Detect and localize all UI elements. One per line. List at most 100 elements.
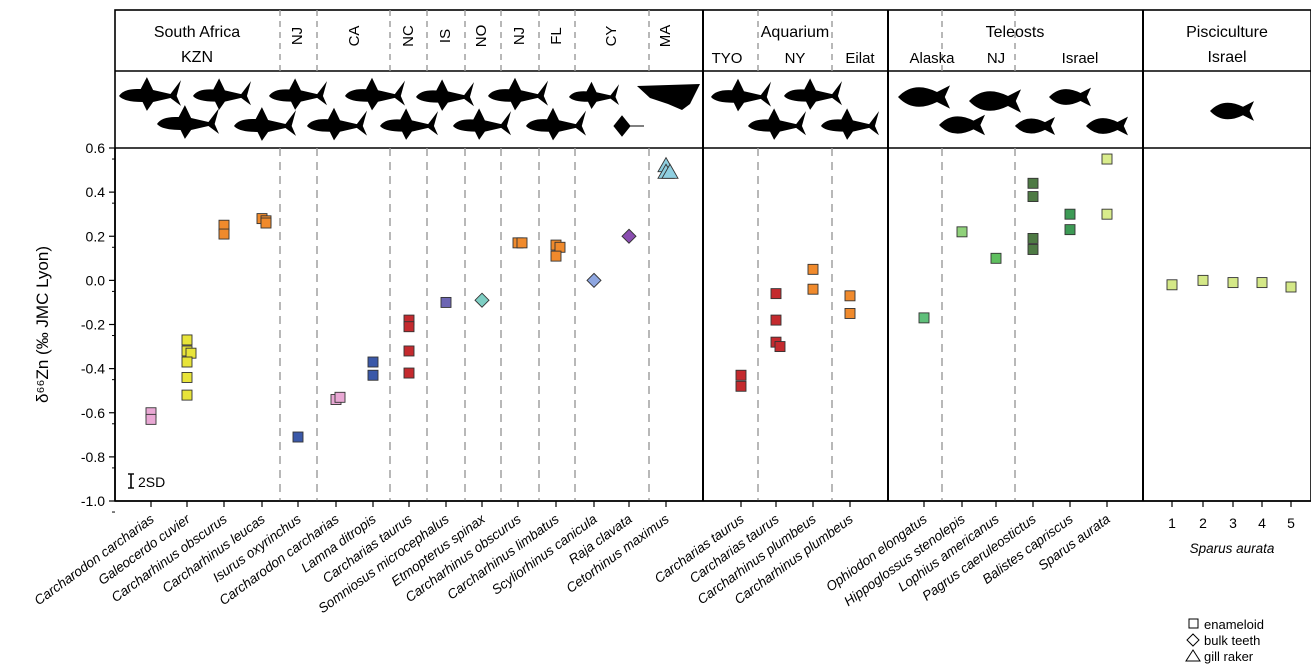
data-point [735,369,747,381]
y-tick-label: -0.4 [81,361,105,377]
data-point [367,369,379,381]
data-point [844,290,856,302]
data-point [181,356,193,368]
y-tick-label: 0.0 [86,272,106,288]
shark-silhouette-icon [234,107,296,141]
sea-bream-silhouette-icon [1210,101,1254,121]
data-point [334,391,346,403]
data-point [770,288,782,300]
y-tick-label: -0.2 [81,317,105,333]
data-point [403,345,415,357]
error-bar-label: 2SD [138,474,165,490]
data-point [367,356,379,368]
data-point [770,314,782,326]
legend-triangle-icon [1185,649,1201,662]
panel-title: South Africa [154,24,240,41]
data-point [586,272,602,289]
location-label: NO [473,25,490,48]
data-point [403,367,415,379]
data-point [1027,177,1039,189]
data-point [1101,208,1113,220]
data-point [181,334,193,346]
location-label: MA [657,25,674,48]
location-label: NC [400,25,417,47]
data-point [516,237,528,249]
x-tick-label: 4 [1258,515,1266,531]
location-label: IS [437,29,454,43]
panel-title: Aquarium [761,24,829,41]
shark-silhouette-icon [307,107,367,141]
location-label: NJ [511,27,528,45]
data-point [550,250,562,262]
shark-silhouette-icon [269,78,327,110]
ray-silhouette-icon [613,115,644,137]
x-tick-label: 3 [1229,515,1237,531]
location-label: NJ [987,50,1005,67]
panel-subtitle: Israel [1207,49,1246,66]
location-label: Israel [1062,50,1099,67]
y-tick-label: 0.6 [86,140,106,156]
location-label: FL [548,27,565,45]
data-point [440,296,452,308]
fish-silhouette-icon [1049,87,1091,107]
fish-silhouette-icon [1086,116,1128,136]
shark-silhouette-icon [784,78,842,110]
data-point [181,389,193,401]
shark-silhouette-icon [748,108,806,140]
data-point [661,163,679,179]
data-point [292,431,304,443]
basking-shark-silhouette-icon [637,84,700,110]
location-label: NY [785,50,806,67]
y-tick-label: -0.6 [81,405,105,421]
data-point [735,380,747,392]
shark-silhouette-icon [193,78,251,110]
shark-silhouette-icon [345,77,405,111]
fish-silhouette-icon [939,114,985,136]
fish-silhouette-icon [898,85,950,109]
data-point [956,226,968,238]
legend-label: enameloid [1204,617,1264,632]
data-point [1027,233,1039,244]
x-axis-label: Sparus aurata [1190,541,1275,556]
data-point [1166,279,1178,291]
location-label: Alaska [909,50,955,67]
shark-silhouette-icon [488,77,548,111]
data-point [990,252,1002,264]
data-point [1027,191,1039,202]
shark-silhouette-icon [711,78,771,112]
data-point [145,413,157,425]
data-point [1064,224,1076,236]
shark-silhouette-icon [821,108,879,140]
shark-silhouette-icon [157,105,219,139]
data-point [774,341,786,353]
data-point [1101,153,1113,165]
panel-title: Teleosts [986,24,1045,41]
y-tick-label: 0.2 [86,228,106,244]
y-tick-label: -1.0 [81,493,105,509]
data-point [181,372,193,383]
y-axis-label: δ⁶⁶Zn (‰ JMC Lyon) [33,246,52,403]
data-point [1027,244,1039,255]
panel-title: Pisciculture [1186,24,1268,41]
shark-silhouette-icon [569,81,619,109]
location-label: TYO [712,50,743,67]
location-label: Eilat [845,50,875,67]
data-point [807,263,819,275]
data-point [1285,281,1297,293]
legend-label: gill raker [1204,649,1254,664]
panel-subtitle: KZN [181,49,213,66]
shark-silhouette-icon [526,107,586,141]
fish-silhouette-icon [1015,117,1055,135]
y-tick-label: -0.8 [81,449,105,465]
data-point [1227,277,1239,289]
x-tick-label: 1 [1168,515,1176,531]
data-point [260,217,272,229]
data-point [1064,208,1076,220]
shark-silhouette-icon [119,77,181,111]
data-point [621,228,637,244]
shark-silhouette-icon [380,108,438,140]
location-label: CA [346,26,363,47]
x-tick-label: 5 [1287,515,1295,531]
data-point [403,321,415,333]
